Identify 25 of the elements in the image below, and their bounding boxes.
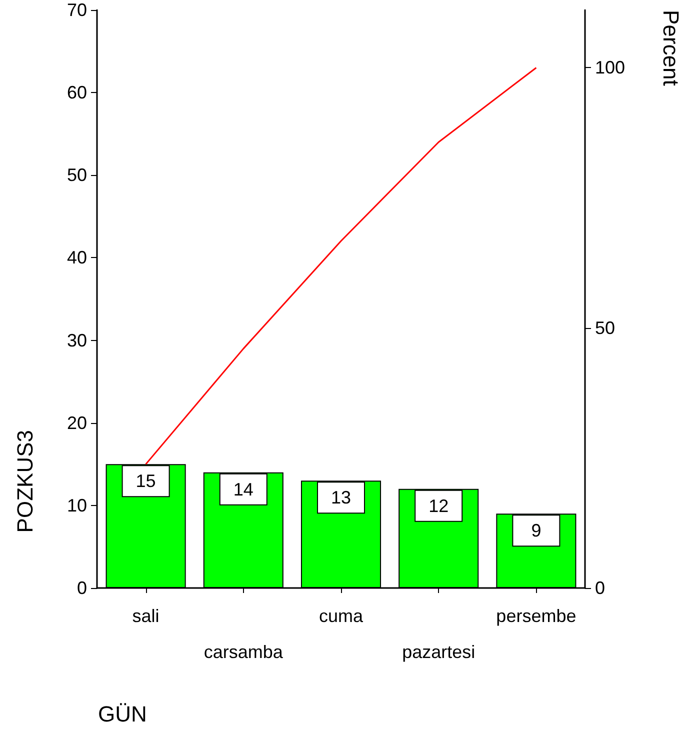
y2-tick-label: 0 (595, 578, 606, 598)
y-tick-label: 70 (66, 0, 87, 20)
x-tick-label: pazartesi (402, 642, 476, 662)
y-tick-label: 0 (76, 578, 87, 598)
line-series (145, 67, 537, 465)
x-tick-label: carsamba (204, 642, 284, 662)
y-axis-title: POZKUS3 (12, 430, 38, 533)
y-tick-label: 10 (66, 495, 87, 516)
y-tick-label: 20 (66, 412, 87, 433)
y-tick-label: 60 (66, 82, 87, 103)
x-tick-label: sali (132, 606, 160, 626)
data-label: 9 (531, 520, 542, 541)
data-label: 14 (233, 479, 254, 500)
y2-tick-label: 100 (595, 58, 626, 78)
x-tick-label: persembe (496, 606, 576, 626)
data-label: 12 (428, 496, 449, 516)
y2-axis-title: Percent (658, 10, 684, 86)
y-tick-label: 30 (66, 330, 87, 350)
x-axis-title: GÜN (98, 702, 147, 726)
y-tick-label: 40 (66, 248, 87, 268)
y2-tick-label: 50 (595, 318, 616, 338)
data-label: 13 (330, 488, 352, 508)
y-tick-label: 50 (66, 165, 87, 186)
data-label: 15 (136, 471, 156, 492)
x-tick-label: cuma (318, 606, 364, 626)
